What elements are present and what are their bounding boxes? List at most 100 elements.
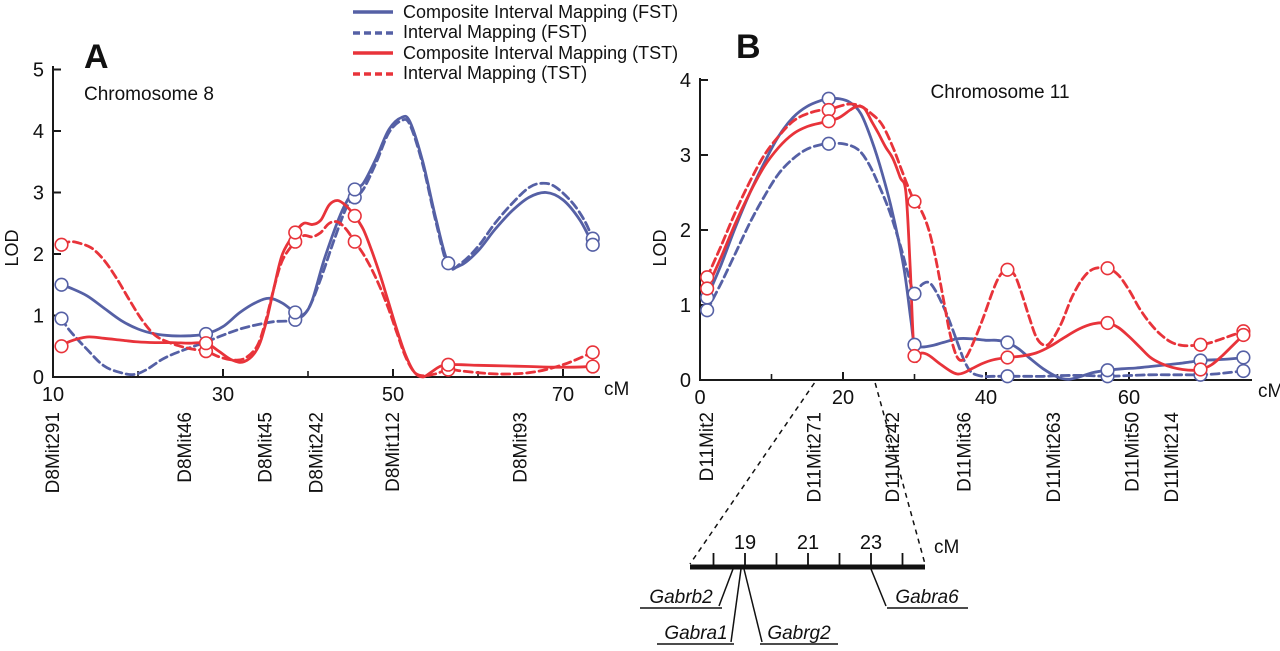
data-point-circle: [700, 281, 715, 296]
data-point-circle: [347, 208, 362, 223]
panel-title-B: Chromosome 11: [930, 82, 1069, 103]
data-point-circle: [1100, 315, 1115, 331]
legend-item: Interval Mapping (FST): [352, 22, 678, 44]
panel-title-A: Chromosome 8: [84, 84, 214, 105]
lod-curve-im-tst: [705, 102, 1245, 362]
x-tick-label: 0: [694, 387, 705, 409]
data-point-circle: [1236, 363, 1251, 379]
legend-item-label: Composite Interval Mapping (FST): [403, 1, 679, 22]
data-point-circle: [585, 359, 600, 374]
data-point-circle: [585, 345, 600, 360]
legend-item-label: Interval Mapping (TST): [403, 63, 588, 84]
x-axis-unit-B: cM: [1258, 381, 1280, 402]
data-point-circle: [821, 136, 836, 151]
data-point-circle: [585, 237, 600, 252]
data-point-circle: [1193, 362, 1208, 377]
y-tick-label: 1: [33, 306, 44, 328]
x-tick-label: 50: [382, 384, 404, 406]
marker-label-D11Mit242: D11Mit242: [883, 412, 904, 502]
marker-label-D8Mit93: D8Mit93: [511, 412, 532, 483]
marker-label-D11Mit271: D11Mit271: [804, 412, 825, 502]
data-point-circle: [700, 303, 715, 318]
lod-curve-cim-fst: [705, 97, 1245, 381]
lod-curve-cim-fst: [60, 114, 595, 338]
legend-line-cim-fst: [353, 10, 393, 14]
x-tick-label: 60: [1118, 387, 1140, 409]
x-tick-label: 30: [212, 384, 234, 406]
panel-letter-A: A: [84, 38, 109, 76]
x-tick-label: 10: [42, 384, 64, 406]
x-tick-label: 20: [832, 387, 854, 409]
gene-map-tick-label: 19: [734, 532, 756, 554]
legend-line-im-fst: [353, 31, 393, 35]
x-tick-label: 70: [552, 384, 574, 406]
data-point-circle: [1000, 350, 1015, 365]
data-point-circle: [441, 256, 456, 271]
y-tick-label: 5: [33, 60, 44, 82]
data-point-circle: [198, 336, 214, 351]
marker-label-D11Mit50: D11Mit50: [1123, 412, 1144, 492]
data-point-circle: [1100, 363, 1115, 378]
y-tick-label: 2: [680, 220, 691, 242]
data-point-circle: [54, 277, 69, 292]
gene-callout-line-Gabrb2: [718, 568, 734, 607]
data-point-circle: [54, 339, 69, 354]
marker-label-D8Mit291: D8Mit291: [43, 412, 64, 493]
legend-item-label: Composite Interval Mapping (TST): [403, 42, 679, 63]
data-point-circle: [288, 305, 303, 320]
y-tick-label: 0: [33, 367, 44, 389]
data-point-circle: [1236, 350, 1251, 365]
data-point-circle: [347, 182, 362, 197]
data-point-circle: [1100, 261, 1115, 276]
data-point-circle: [1000, 335, 1015, 350]
y-tick-label: 3: [33, 183, 44, 205]
gene-label-Gabra1: Gabra1: [664, 623, 727, 644]
gene-callout-line-Gabrg2: [743, 568, 763, 643]
marker-label-D8Mit45: D8Mit45: [256, 412, 277, 483]
gene-callout-line-Gabra1: [730, 568, 742, 643]
gene-map-tick-label: 23: [860, 532, 882, 554]
data-point-circle: [347, 234, 362, 249]
lod-curve-im-tst: [60, 220, 595, 378]
gene-label-Gabra6: Gabra6: [895, 587, 959, 608]
data-point-circle: [288, 225, 303, 240]
y-tick-label: 0: [680, 370, 691, 392]
y-axis-title-B: LOD: [650, 229, 670, 266]
y-axis-title-A: LOD: [2, 229, 22, 266]
y-tick-label: 4: [33, 121, 44, 143]
gene-label-Gabrb2: Gabrb2: [649, 587, 713, 608]
legend-item: Interval Mapping (TST): [352, 63, 678, 85]
x-axis-unit-A: cM: [604, 379, 629, 400]
y-tick-label: 2: [33, 244, 44, 266]
gene-map-tick-label: 21: [797, 532, 819, 554]
marker-label-D8Mit112: D8Mit112: [383, 412, 404, 492]
marker-label-D11Mit263: D11Mit263: [1044, 412, 1065, 502]
data-point-circle: [907, 348, 922, 364]
marker-label-D11Mit2: D11Mit2: [697, 412, 718, 481]
marker-label-D8Mit242: D8Mit242: [307, 412, 328, 493]
zoom-projection-line-right: [874, 382, 926, 565]
gene-map-bar: [690, 564, 925, 570]
gene-callout-line-Gabra6: [870, 568, 887, 607]
legend: Composite Interval Mapping (FST) Interva…: [352, 2, 678, 84]
y-tick-label: 1: [680, 295, 691, 317]
legend-line-cim-tst: [353, 51, 393, 55]
data-point-circle: [1236, 327, 1251, 343]
legend-item: Composite Interval Mapping (TST): [352, 43, 678, 64]
gene-map-unit: cM: [934, 537, 959, 558]
zoom-projection-line-left: [689, 382, 816, 565]
marker-label-D11Mit214: D11Mit214: [1162, 412, 1183, 503]
gene-label-Gabrg2: Gabrg2: [767, 623, 831, 644]
legend-item: Composite Interval Mapping (FST): [352, 2, 678, 23]
data-point-circle: [1000, 262, 1015, 277]
lod-curve-im-fst: [705, 141, 1245, 378]
legend-line-im-tst: [353, 72, 393, 76]
data-point-circle: [441, 357, 456, 372]
marker-label-D11Mit36: D11Mit36: [955, 412, 976, 492]
marker-label-D8Mit46: D8Mit46: [175, 412, 196, 483]
y-tick-label: 3: [680, 145, 691, 167]
y-tick-label: 4: [680, 70, 691, 92]
data-point-circle: [821, 114, 836, 129]
